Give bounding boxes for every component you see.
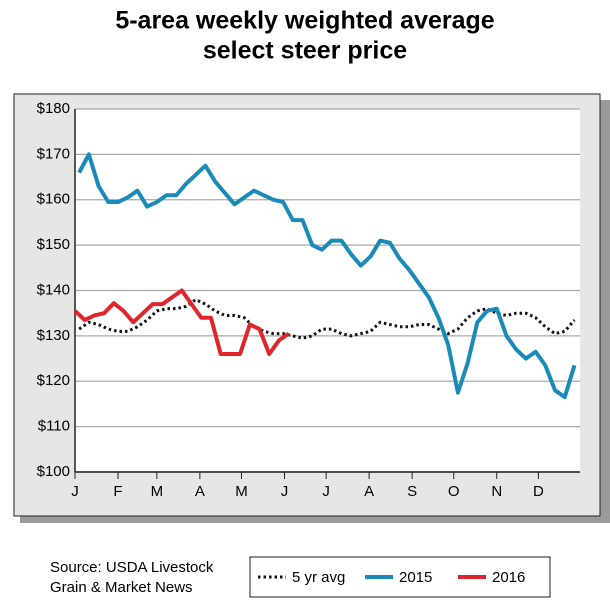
x-tick-label: J (71, 483, 79, 500)
x-tick-label: D (533, 483, 544, 500)
x-tick-label: S (407, 483, 417, 500)
x-tick-label: A (195, 483, 205, 500)
x-tick-label: M (235, 483, 248, 500)
x-tick-label: J (322, 483, 330, 500)
x-tick-label: O (448, 483, 460, 500)
y-tick-label: $180 (37, 100, 70, 117)
y-tick-label: $160 (37, 191, 70, 208)
legend-label: 2016 (492, 569, 525, 586)
y-tick-label: $150 (37, 236, 70, 253)
series-line (73, 288, 290, 357)
x-tick-label: N (491, 483, 502, 500)
legend-label: 5 yr avg (292, 569, 345, 586)
y-tick-label: $170 (37, 145, 70, 162)
chart-title: 5-area weekly weighted average (115, 7, 494, 35)
legend (249, 556, 551, 598)
x-tick-label: A (364, 483, 374, 500)
source: Grain & Market News (50, 579, 193, 596)
source: Source: USDA Livestock (50, 559, 214, 576)
x-tick-label: F (113, 483, 122, 500)
y-tick-label: $140 (37, 281, 70, 298)
chart-title: select steer price (203, 37, 407, 65)
x-tick-label: J (281, 483, 289, 500)
series-line (77, 152, 577, 400)
legend-label: 2015 (399, 569, 432, 586)
y-tick-label: $100 (37, 463, 70, 480)
x-tick-label: M (151, 483, 164, 500)
y-tick-label: $120 (37, 372, 70, 389)
y-tick-label: $110 (38, 418, 70, 435)
y-tick-label: $130 (37, 327, 70, 344)
